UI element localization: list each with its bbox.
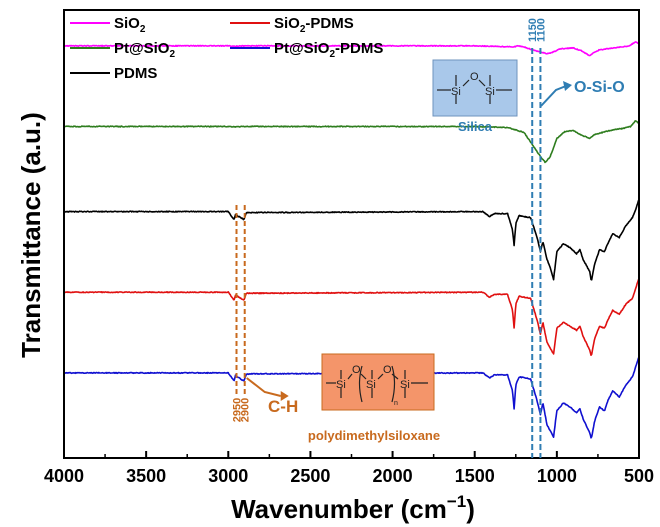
pdms-structure: Si O Si O n Si polydimethylsiloxane	[308, 353, 440, 443]
silica-structure: Si O Si Silica	[432, 59, 518, 134]
pdms-box	[321, 353, 435, 411]
silica-si-left: Si	[451, 86, 461, 98]
sio-wavenumber-label: 1100	[535, 18, 547, 42]
x-tick-label: 3500	[126, 466, 166, 486]
legend-label: Pt@SiO2-PDMS	[274, 40, 383, 60]
ch-wavenumber-label: 2950	[232, 398, 244, 422]
x-tick-label: 2000	[373, 466, 413, 486]
x-tick-label: 1500	[455, 466, 495, 486]
pdms-si-mid: Si	[366, 379, 376, 391]
y-axis-title: Transmittance (a.u.)	[16, 112, 46, 358]
x-axis-ticks: 4000 3500 3000 2500 2000 1500 1000 500	[44, 451, 654, 486]
silica-box	[432, 59, 518, 117]
sio-wavenumber-label: 1150	[527, 18, 539, 42]
legend-label: Pt@SiO2	[114, 40, 175, 60]
ch-arrow	[246, 377, 281, 397]
pdms-si-left: Si	[336, 379, 346, 391]
series-line-sio2-pdms	[63, 278, 640, 356]
silica-si-right: Si	[485, 86, 495, 98]
legend-label: SiO2	[114, 15, 146, 35]
ch-arrowhead	[280, 391, 289, 401]
x-tick-label: 4000	[44, 466, 84, 486]
pdms-si-right: Si	[400, 379, 410, 391]
pdms-o-left: O	[352, 364, 361, 376]
series-line-pt-sio2	[63, 120, 640, 164]
x-tick-label: 2500	[290, 466, 330, 486]
x-tick-label: 1000	[537, 466, 577, 486]
pdms-o-right: O	[383, 364, 392, 376]
x-axis-title: Wavenumber (cm−1)	[231, 492, 475, 524]
pdms-n-subscript: n	[394, 400, 398, 407]
x-tick-label: 500	[624, 466, 654, 486]
legend: SiO2 Pt@SiO2 PDMS SiO2-PDMS Pt@SiO2-PDMS	[70, 15, 383, 82]
series-line-sio2	[63, 41, 640, 57]
x-tick-label: 3000	[208, 466, 248, 486]
sio-arrow	[540, 85, 567, 107]
ch-label: C-H	[268, 397, 298, 416]
series-line-pdms	[63, 199, 640, 281]
legend-label: PDMS	[114, 65, 157, 82]
pdms-label: polydimethylsiloxane	[308, 428, 440, 443]
sio-arrowhead	[563, 81, 572, 91]
legend-label: SiO2-PDMS	[274, 15, 354, 35]
silica-label: Silica	[458, 119, 493, 134]
silica-o: O	[470, 71, 479, 83]
sio-label: O-Si-O	[574, 79, 625, 96]
ch-wavenumber-label: 2900	[240, 398, 252, 422]
